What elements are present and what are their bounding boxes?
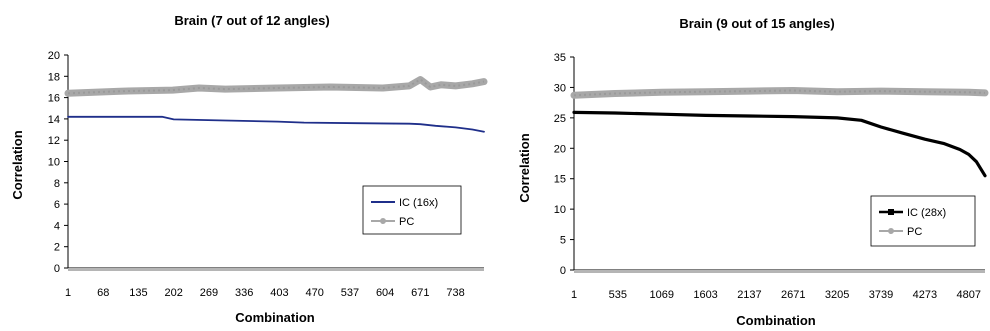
x-tick-label: 1603 (693, 289, 717, 301)
series-layer (570, 87, 989, 178)
x-tick-label: 738 (446, 287, 464, 299)
legend-swatch-marker (888, 228, 894, 234)
x-tick-label: 1069 (649, 289, 673, 301)
y-tick-label: 16 (48, 93, 60, 105)
x-tick-label: 671 (411, 287, 429, 299)
x-tick-label: 535 (609, 289, 627, 301)
x-tick-label: 3205 (825, 289, 849, 301)
x-tick-label: 537 (341, 287, 359, 299)
x-tick-label: 1 (571, 289, 577, 301)
chart-brain-9-of-15: Brain (9 out of 15 angles) Correlation C… (517, 16, 989, 328)
legend-box (362, 185, 462, 235)
legend-swatch-marker (888, 209, 894, 215)
chart-brain-7-of-12: Brain (7 out of 12 angles) Correlation C… (10, 13, 488, 325)
x-tick-label: 336 (235, 287, 253, 299)
legend: IC (16x) PC (362, 185, 462, 235)
y-tick-label: 35 (554, 52, 566, 64)
y-axis-label: Correlation (517, 133, 532, 202)
legend-box (870, 195, 976, 247)
x-tick-label: 403 (270, 287, 288, 299)
y-tick-label: 10 (48, 157, 60, 169)
y-axis-label: Correlation (10, 130, 25, 199)
y-tick-label: 2 (54, 242, 60, 254)
y-tick-label: 30 (554, 82, 566, 94)
x-axis-label: Combination (235, 310, 314, 325)
y-tick-label: 12 (48, 135, 60, 147)
series-line-ic (572, 110, 987, 178)
x-tick-label: 68 (97, 287, 109, 299)
series-layer (64, 76, 488, 133)
y-tick-label: 15 (554, 174, 566, 186)
legend-label: PC (907, 226, 922, 238)
legend-label: PC (399, 216, 414, 228)
x-tick-label: 2671 (781, 289, 805, 301)
y-tick-label: 18 (48, 71, 60, 83)
y-tick-label: 0 (54, 263, 60, 275)
x-tick-label: 135 (129, 287, 147, 299)
y-tick-label: 5 (560, 235, 566, 247)
x-tick-label: 3739 (869, 289, 893, 301)
y-tick-label: 8 (54, 178, 60, 190)
x-axis-label: Combination (736, 313, 815, 328)
y-tick-label: 10 (554, 204, 566, 216)
chart-title: Brain (7 out of 12 angles) (174, 13, 329, 28)
x-tick-label: 4273 (913, 289, 937, 301)
x-tick-label: 202 (165, 287, 183, 299)
axes-layer: 0 5 10 15 20 25 30 35 1 535 1069 1603 2137 2671 3205 37… (554, 52, 985, 301)
series-marker-texture-pc (573, 89, 986, 97)
legend-label: IC (16x) (399, 197, 438, 209)
x-tick-label: 2137 (737, 289, 761, 301)
x-tick-label: 1 (65, 287, 71, 299)
x-tick-label: 4807 (956, 289, 980, 301)
y-tick-label: 14 (48, 114, 60, 126)
x-tick-label: 269 (200, 287, 218, 299)
x-tick-label: 604 (376, 287, 394, 299)
x-axis-tick-band (574, 270, 985, 273)
y-tick-label: 0 (560, 265, 566, 277)
y-tick-label: 4 (54, 220, 60, 232)
x-tick-label: 470 (305, 287, 323, 299)
y-tick-label: 20 (48, 50, 60, 62)
chart-title: Brain (9 out of 15 angles) (679, 16, 834, 31)
y-tick-label: 6 (54, 199, 60, 211)
legend-label: IC (28x) (907, 207, 946, 219)
series-marker-texture-pc (67, 78, 485, 95)
y-tick-label: 20 (554, 143, 566, 155)
x-axis-tick-band (68, 268, 484, 271)
legend-swatch-marker (380, 218, 386, 224)
series-line-ic (67, 115, 485, 133)
legend: IC (28x) PC (870, 195, 976, 247)
y-tick-label: 25 (554, 113, 566, 125)
